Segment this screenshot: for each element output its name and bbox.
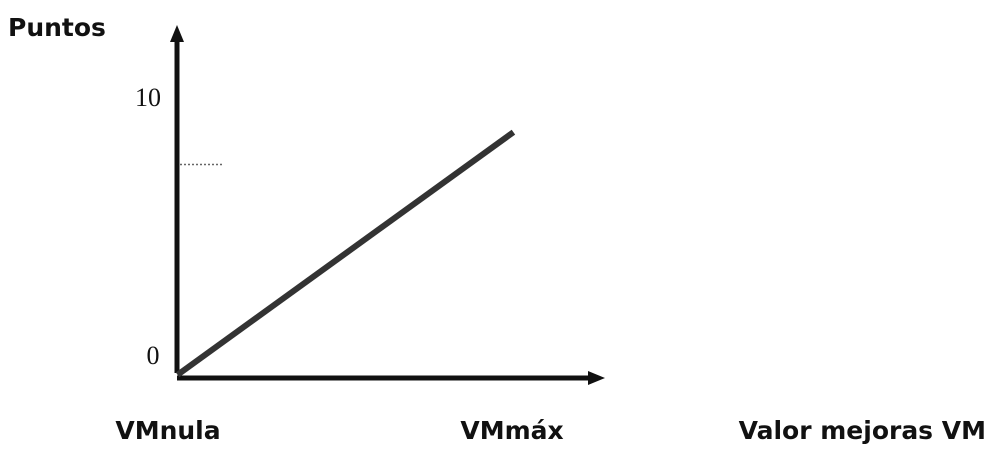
x-tick-label-vmmax: VMmáx <box>460 416 563 445</box>
y-tick-label-10: 10 <box>135 83 161 112</box>
y-axis-arrowhead <box>170 25 184 42</box>
series-line <box>175 129 516 378</box>
y-tick-label-0: 0 <box>147 341 160 370</box>
x-axis-title: Valor mejoras VM <box>739 416 986 445</box>
x-axis-arrowhead <box>588 371 605 385</box>
y-axis-title: Puntos <box>8 13 106 42</box>
x-tick-label-vmnula: VMnula <box>115 416 220 445</box>
